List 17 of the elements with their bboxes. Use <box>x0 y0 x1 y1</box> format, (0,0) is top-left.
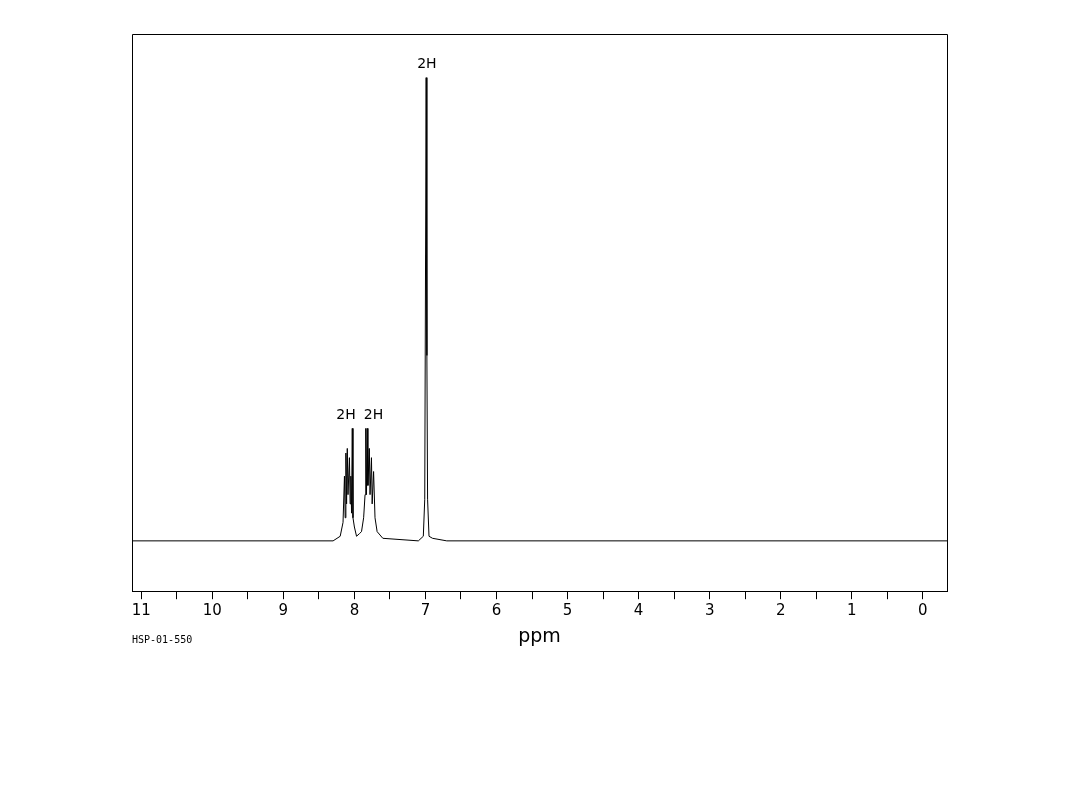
annotation: 2H <box>336 406 356 423</box>
x-tick-label: 9 <box>278 601 289 620</box>
annotation: 2H <box>417 55 437 72</box>
x-tick-label: 4 <box>633 601 644 620</box>
x-tick-label: 0 <box>918 601 928 620</box>
x-tick-label: 10 <box>202 601 222 620</box>
x-tick-label: 6 <box>491 601 502 620</box>
x-tick-label: 7 <box>420 601 431 620</box>
x-tick-label: 11 <box>131 601 151 620</box>
text: HSP-01-550 <box>132 634 193 645</box>
x-axis-title: ppm <box>518 623 561 646</box>
x-tick-label: 2 <box>775 601 786 620</box>
x-tick-label: 3 <box>704 601 715 620</box>
x-tick-label: 8 <box>349 601 360 620</box>
x-tick-label: 1 <box>847 601 857 620</box>
annotation: 2H <box>363 406 384 423</box>
x-tick-label: 5 <box>562 601 573 620</box>
